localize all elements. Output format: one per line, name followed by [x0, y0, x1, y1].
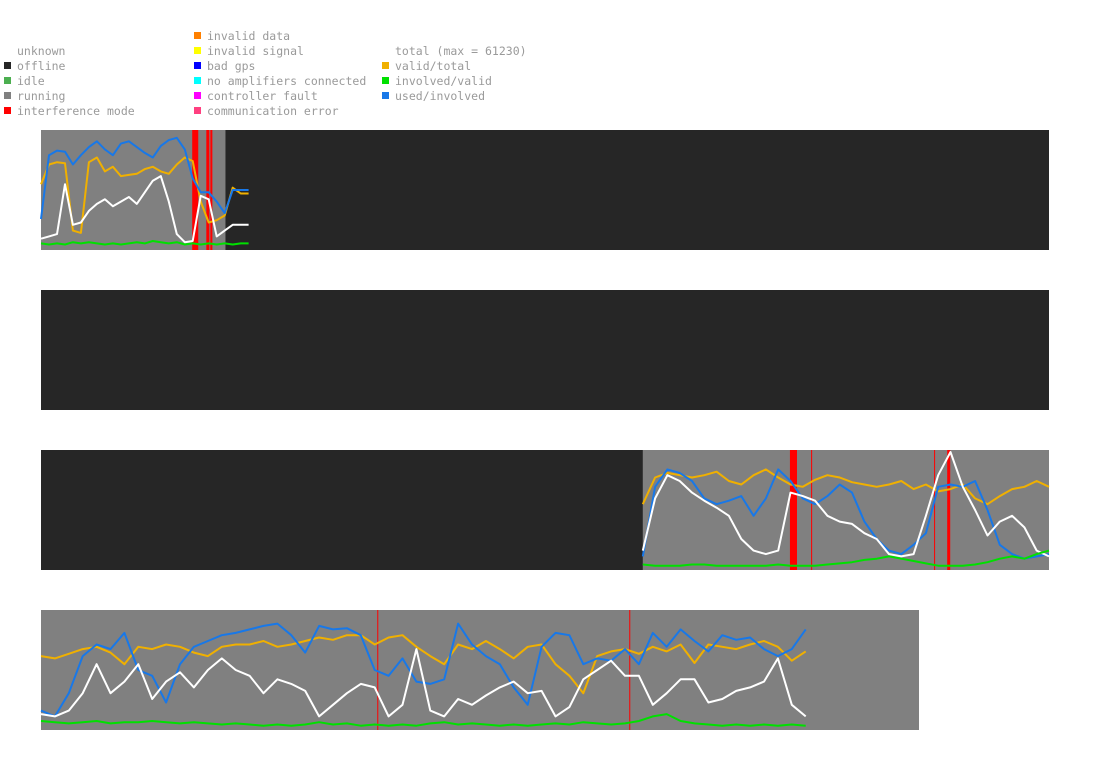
- involved-valid-line: [40, 713, 806, 727]
- legend-swatch: [4, 107, 11, 114]
- legend-label: interference mode: [17, 104, 135, 118]
- interference-mark: [811, 450, 813, 570]
- legend-label: offline: [17, 59, 66, 73]
- interference-mark: [206, 130, 210, 250]
- interference-mark: [934, 450, 936, 570]
- legend-label: no amplifiers connected: [207, 74, 367, 88]
- legend-label: unknown: [17, 44, 66, 58]
- legend-swatch: [194, 77, 201, 84]
- legend-label: involved/valid: [395, 74, 492, 88]
- legend-swatch: [4, 92, 11, 99]
- total-line: [641, 451, 1050, 558]
- interference-mark: [192, 130, 199, 250]
- legend-swatch: [194, 62, 201, 69]
- legend-swatch: [194, 47, 201, 54]
- legend-swatch: [194, 107, 201, 114]
- legend-swatch: [194, 92, 201, 99]
- interference-mark: [947, 450, 951, 570]
- legend-swatch: [382, 92, 389, 99]
- legend-label: valid/total: [395, 59, 472, 73]
- valid-total-line: [641, 468, 1050, 506]
- legend-swatch: [382, 62, 389, 69]
- legend-label: controller fault: [207, 89, 318, 103]
- legend-label: used/involved: [395, 89, 486, 103]
- legend-swatch: [382, 77, 389, 84]
- involved-valid-line: [642, 549, 1050, 567]
- timeline-panel-4: [40, 610, 919, 730]
- total-line: [40, 648, 807, 718]
- running-region: [41, 610, 806, 730]
- involved-valid-line: [40, 240, 249, 246]
- interference-mark: [629, 610, 631, 730]
- interference-mark: [377, 610, 379, 730]
- legend-swatch: [4, 62, 11, 69]
- legend-swatch: [194, 32, 201, 39]
- legend-label: invalid data: [207, 29, 291, 43]
- used-involved-line: [641, 468, 1050, 560]
- timeline-panel-2: [41, 290, 1049, 410]
- timeline-panel-3: [41, 450, 1050, 570]
- legend-label: invalid signal: [207, 44, 304, 58]
- interference-mark: [210, 130, 213, 250]
- legend-label: communication error: [207, 104, 339, 118]
- legend-label: running: [17, 89, 66, 103]
- legend-label: bad gps: [207, 59, 256, 73]
- timeline-chart-4: [40, 610, 807, 730]
- legend-label: total (max = 61230): [395, 44, 527, 58]
- timeline-chart-3: [641, 450, 1050, 570]
- legend-label: idle: [17, 74, 45, 88]
- valid-total-line: [40, 634, 807, 695]
- timeline-chart-1: [40, 130, 249, 250]
- used-involved-line: [40, 136, 249, 220]
- interference-mark: [789, 450, 797, 570]
- timeline-panel-1: [40, 130, 1049, 250]
- running-region: [642, 450, 1049, 570]
- legend-swatch: [4, 77, 11, 84]
- total-line: [40, 175, 249, 244]
- timeline-chart-2: [41, 290, 1049, 410]
